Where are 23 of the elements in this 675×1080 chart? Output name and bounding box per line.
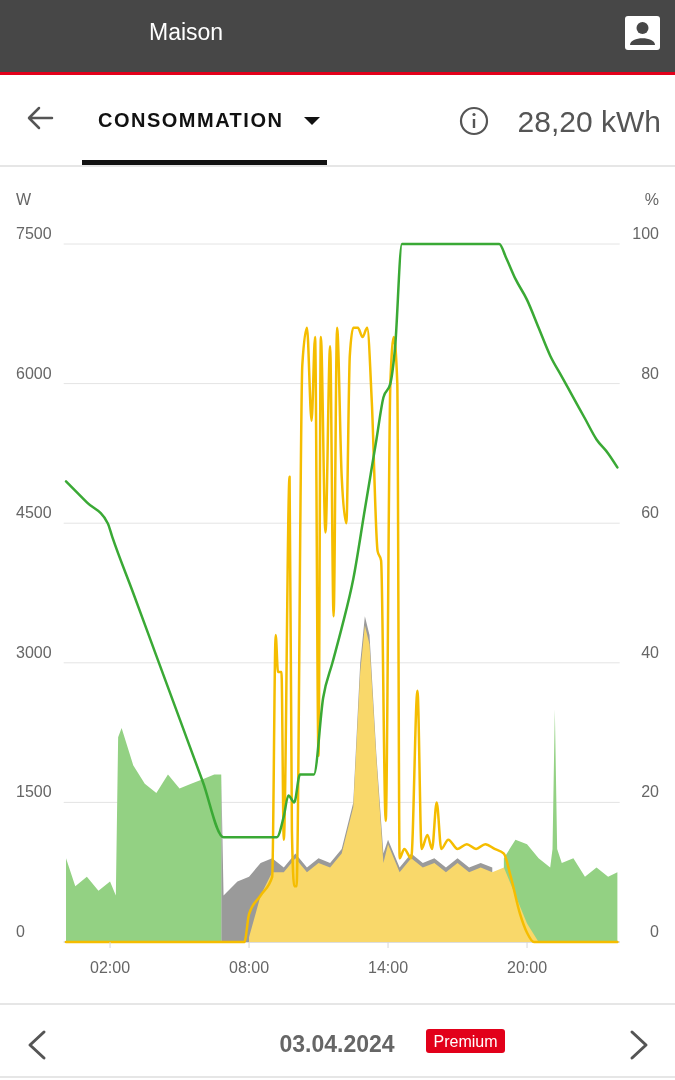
x-tick-label: 08:00 (229, 959, 270, 976)
y2-tick-label: 20 (641, 783, 660, 801)
y-axis-title: W (16, 191, 32, 208)
y-tick-label: 1500 (16, 783, 52, 801)
text: Maison (149, 19, 224, 45)
y2-tick-label: 100 (632, 225, 660, 242)
y2-axis-title: % (644, 191, 659, 208)
y-tick-label: 4500 (16, 504, 52, 522)
y2-tick-label: 60 (641, 504, 660, 522)
text: 03.04.2024 (279, 1031, 395, 1057)
x-tick-label: 14:00 (368, 959, 409, 976)
y-tick-label: 0 (16, 923, 25, 940)
chart-title: CONSOMMATION (98, 109, 284, 131)
x-tick-label: 02:00 (90, 959, 131, 976)
y-tick-label: 3000 (16, 643, 52, 661)
text: Premium (433, 1033, 498, 1050)
y2-tick-label: 0 (650, 923, 660, 940)
y2-tick-label: 80 (641, 364, 660, 382)
x-tick-label: 20:00 (507, 959, 548, 976)
y-tick-label: 6000 (16, 364, 52, 382)
y-tick-label: 7500 (16, 225, 52, 242)
text: 28,20 kWh (517, 105, 661, 138)
y2-tick-label: 40 (641, 643, 660, 661)
